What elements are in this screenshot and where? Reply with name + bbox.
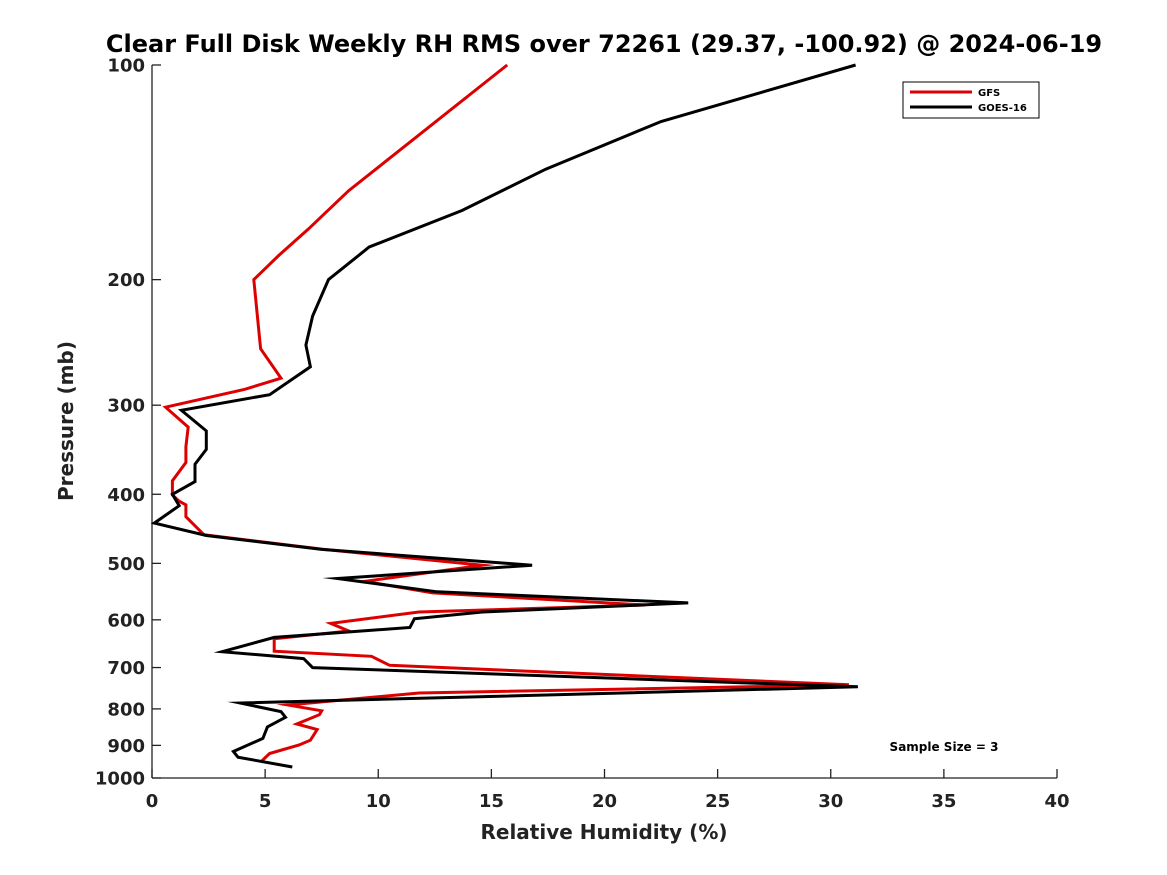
series-line-gfs xyxy=(162,63,849,764)
x-tick-label: 40 xyxy=(1044,791,1069,812)
x-tick-label: 20 xyxy=(592,791,617,812)
x-axis-ticks: 0 5 10 15 20 25 30 35 40 xyxy=(146,769,1070,812)
series-line-goes16 xyxy=(150,63,858,769)
y-tick-label: 100 xyxy=(107,56,145,77)
y-tick-label: 300 xyxy=(107,396,145,417)
sample-size-annotation: Sample Size = 3 xyxy=(890,740,999,754)
x-tick-label: 5 xyxy=(259,791,272,812)
y-axis-ticks: 100 200 300 400 500 600 700 800 900 1000 xyxy=(95,56,161,790)
y-tick-label: 200 xyxy=(107,270,145,291)
y-tick-label: 900 xyxy=(107,736,145,757)
x-tick-label: 35 xyxy=(931,791,956,812)
x-tick-label: 15 xyxy=(479,791,504,812)
series-lines xyxy=(150,63,858,769)
x-axis-label: Relative Humidity (%) xyxy=(480,820,727,844)
legend-label-goes16: GOES-16 xyxy=(978,103,1027,114)
y-tick-label: 400 xyxy=(107,485,145,506)
plot-area: 0 5 10 15 20 25 30 35 40 100 200 300 400 500 600 700 80… xyxy=(95,56,1070,813)
y-tick-label: 500 xyxy=(107,554,145,575)
y-tick-label: 800 xyxy=(107,699,145,720)
legend-label-gfs: GFS xyxy=(978,88,1000,99)
y-tick-label: 700 xyxy=(107,658,145,679)
x-tick-label: 0 xyxy=(146,791,159,812)
x-tick-label: 25 xyxy=(705,791,730,812)
x-tick-label: 30 xyxy=(818,791,843,812)
x-tick-label: 10 xyxy=(366,791,391,812)
legend: GFS GOES-16 xyxy=(902,81,1040,119)
chart-title: Clear Full Disk Weekly RH RMS over 72261… xyxy=(106,30,1102,58)
y-axis-label: Pressure (mb) xyxy=(54,341,78,501)
y-tick-label: 1000 xyxy=(95,769,145,790)
legend-box xyxy=(902,81,1040,119)
y-tick-label: 600 xyxy=(107,610,145,631)
